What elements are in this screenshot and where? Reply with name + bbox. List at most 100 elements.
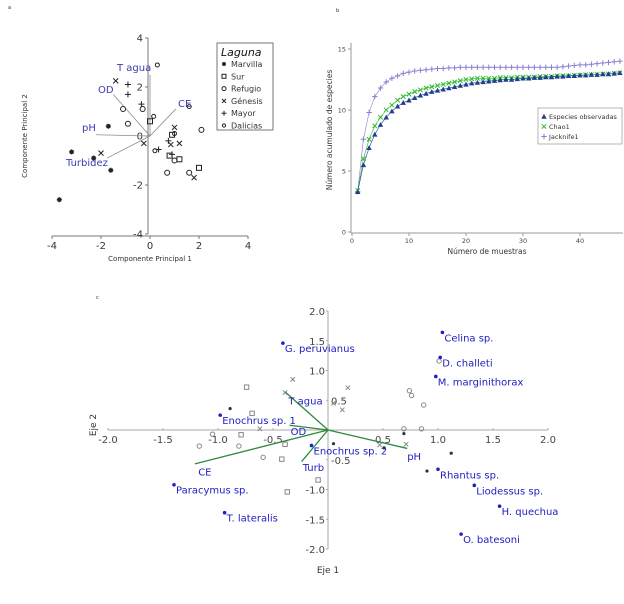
data-point-triangle xyxy=(412,95,418,100)
plus-marker xyxy=(508,64,515,70)
y-tick-label: 0 xyxy=(342,229,346,237)
y-tick-label: 0.5 xyxy=(331,396,347,407)
triangle-marker xyxy=(491,78,498,83)
legend-marker xyxy=(541,123,547,130)
data-point-x xyxy=(171,124,178,131)
legend-entry: Mayor xyxy=(231,109,256,118)
triangle-marker xyxy=(389,108,395,114)
species-label: Celina sp. xyxy=(444,333,493,344)
triangle-marker xyxy=(486,78,492,84)
species-label: Rhantus sp. xyxy=(440,470,499,481)
y-tick-label: 1.5 xyxy=(309,337,325,348)
plus-marker xyxy=(497,64,503,70)
circle-marker xyxy=(152,148,158,154)
x-tick-label: -4 xyxy=(47,241,57,252)
triangle-marker xyxy=(594,71,600,77)
plus-marker xyxy=(138,101,145,108)
data-point-x xyxy=(417,87,423,93)
data-point-triangle xyxy=(417,92,424,98)
data-point-triangle xyxy=(548,74,555,80)
data-point-plus xyxy=(372,93,378,100)
triangle-marker xyxy=(526,75,532,81)
x-marker xyxy=(412,89,418,95)
vector-label: CE xyxy=(178,99,191,110)
data-point-x xyxy=(440,81,446,87)
species-point xyxy=(459,532,463,536)
x-marker xyxy=(469,76,475,82)
vector-arrow xyxy=(301,429,329,462)
x-marker xyxy=(290,376,296,382)
data-point-triangle xyxy=(451,84,458,90)
triangle-marker xyxy=(372,131,378,137)
y-tick-label: 10 xyxy=(338,107,346,115)
data-point-small-circle xyxy=(172,131,177,137)
site-marker-x xyxy=(339,407,345,413)
data-point-plus xyxy=(565,63,572,69)
data-point-triangle xyxy=(577,72,583,78)
data-point-triangle xyxy=(383,114,389,120)
circle-marker xyxy=(418,426,425,432)
circle-marker xyxy=(421,402,427,408)
plus-marker xyxy=(548,64,555,70)
data-point-triangle xyxy=(565,73,572,79)
triangle-marker xyxy=(571,73,577,79)
star-marker xyxy=(222,62,226,66)
plus-marker xyxy=(469,64,475,70)
square-marker xyxy=(238,432,244,438)
data-point-square xyxy=(147,118,153,125)
data-point-triangle xyxy=(400,99,406,105)
data-point-plus xyxy=(474,64,481,70)
x-marker xyxy=(463,76,469,83)
x-marker xyxy=(406,91,412,97)
legend-entry: Jacknife1 xyxy=(548,133,579,141)
square-marker xyxy=(169,131,176,138)
data-point-x xyxy=(406,91,412,97)
plus-marker xyxy=(588,61,595,67)
species-label: O. batesoni xyxy=(463,535,520,546)
square-marker xyxy=(282,441,288,447)
triangle-marker xyxy=(503,76,509,82)
data-point-plus xyxy=(554,64,560,70)
x-marker xyxy=(141,140,147,147)
circle-marker xyxy=(186,169,193,176)
y-axis-title: Componente Principal 2 xyxy=(21,94,29,178)
plus-marker xyxy=(406,69,412,75)
species-point xyxy=(440,330,445,335)
x-tick-label: 0.5 xyxy=(375,435,391,446)
site-marker-circle xyxy=(408,392,415,399)
data-point-x xyxy=(457,78,463,84)
circle-marker xyxy=(209,431,216,437)
data-point-plus xyxy=(571,62,577,69)
triangle-marker xyxy=(520,75,526,81)
data-point-plus xyxy=(434,65,441,72)
site-marker-square xyxy=(282,441,288,447)
x-marker xyxy=(171,124,178,131)
x-marker xyxy=(480,75,486,81)
x-marker xyxy=(429,84,435,90)
triangle-marker xyxy=(366,145,372,151)
legend-marker xyxy=(541,113,547,119)
data-point-plus xyxy=(514,64,520,70)
data-point-triangle xyxy=(377,121,384,127)
legend-marker xyxy=(222,62,226,66)
triangle-marker xyxy=(440,86,446,92)
y-tick-label: -2.0 xyxy=(305,545,325,556)
site-marker-square xyxy=(243,384,250,390)
data-point-star xyxy=(69,149,75,155)
x-marker xyxy=(457,78,463,84)
plus-marker xyxy=(412,68,418,74)
triangle-marker xyxy=(474,79,481,85)
x-marker xyxy=(372,123,378,129)
vector-label: T agua xyxy=(287,396,322,407)
x-marker xyxy=(383,107,389,113)
data-point-triangle xyxy=(360,162,367,168)
data-point-triangle xyxy=(486,78,492,84)
species-point xyxy=(434,374,438,379)
data-point-x xyxy=(429,84,435,90)
square-marker xyxy=(284,489,291,495)
data-point-triangle xyxy=(554,73,560,79)
data-point-plus xyxy=(429,66,435,72)
species-point xyxy=(472,483,477,488)
vector-arrow xyxy=(149,108,177,137)
